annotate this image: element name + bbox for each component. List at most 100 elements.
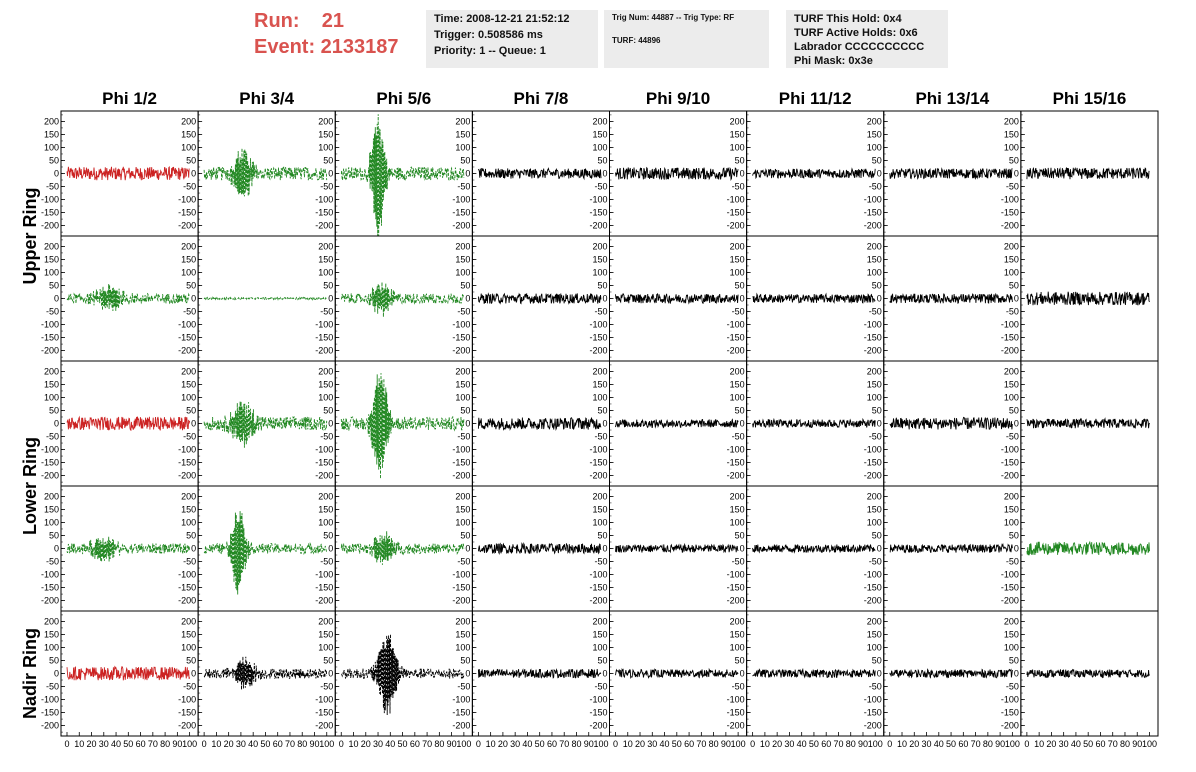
waveform-trace	[889, 416, 1013, 430]
column-title: Phi 1/2	[102, 89, 157, 108]
y-tick-label: -150	[452, 708, 470, 718]
y-tick-label: -200	[315, 721, 333, 731]
y-tick-label: 150	[730, 379, 745, 389]
y-tick-label: 100	[867, 267, 882, 277]
waveform-trace	[341, 634, 465, 716]
y-tick-label: 100	[44, 142, 59, 152]
y-tick-label: 100	[1004, 142, 1019, 152]
x-tick-label: 60	[136, 739, 146, 749]
y-tick-label: 200	[867, 491, 882, 501]
y-tick-label: 100	[867, 517, 882, 527]
waveform-trace	[477, 167, 602, 181]
y-tick-label: 100	[44, 267, 59, 277]
y-tick-label: 150	[455, 379, 470, 389]
x-tick-label: 0	[64, 739, 69, 749]
y-tick-label: -150	[315, 333, 333, 343]
y-tick-label: -50	[732, 557, 745, 567]
y-tick-label: -50	[1006, 307, 1019, 317]
y-tick-label: -200	[41, 721, 59, 731]
y-tick-label: 0	[465, 169, 470, 179]
y-tick-label: 100	[318, 642, 333, 652]
y-tick-label: -100	[41, 320, 59, 330]
x-tick-label: 50	[260, 739, 270, 749]
y-tick-label: 200	[318, 241, 333, 251]
x-tick-label: 50	[1083, 739, 1093, 749]
y-tick-label: 150	[44, 254, 59, 264]
y-tick-label: 200	[44, 366, 59, 376]
y-tick-label: 50	[323, 280, 333, 290]
waveform-trace	[615, 418, 739, 429]
y-tick-label: 200	[318, 491, 333, 501]
x-tick-label: 0	[1024, 739, 1029, 749]
y-tick-label: 150	[318, 504, 333, 514]
x-tick-label: 20	[498, 739, 508, 749]
y-tick-label: 200	[592, 241, 607, 251]
y-tick-label: 0	[602, 669, 607, 679]
y-tick-label: 200	[455, 616, 470, 626]
y-tick-label: -100	[864, 570, 882, 580]
y-tick-label: -150	[727, 458, 745, 468]
y-tick-label: 100	[730, 142, 745, 152]
y-tick-label: -100	[315, 695, 333, 705]
y-tick-label: -200	[452, 596, 470, 606]
y-tick-label: 100	[592, 392, 607, 402]
y-tick-label: -50	[732, 682, 745, 692]
y-tick-label: -100	[41, 445, 59, 455]
x-tick-label: 0	[202, 739, 207, 749]
y-tick-label: 150	[455, 504, 470, 514]
y-tick-label: 0	[1014, 669, 1019, 679]
y-tick-label: -200	[452, 346, 470, 356]
y-tick-label: -200	[727, 471, 745, 481]
y-tick-label: 200	[867, 241, 882, 251]
x-tick-label: 100	[182, 739, 197, 749]
y-tick-label: 100	[455, 392, 470, 402]
y-tick-label: 100	[592, 517, 607, 527]
y-tick-label: 50	[186, 655, 196, 665]
y-tick-label: -50	[320, 432, 333, 442]
y-tick-label: -50	[594, 307, 607, 317]
time-text: Time: 2008-12-21 21:52:12	[434, 13, 570, 25]
y-tick-label: 150	[592, 504, 607, 514]
y-tick-label: 200	[1004, 366, 1019, 376]
y-tick-label: -200	[864, 221, 882, 231]
y-tick-label: -100	[41, 195, 59, 205]
y-tick-label: -100	[1001, 695, 1019, 705]
y-tick-label: -200	[41, 471, 59, 481]
y-tick-label: -100	[864, 320, 882, 330]
y-tick-label: 50	[460, 280, 470, 290]
y-tick-label: 150	[181, 379, 196, 389]
y-tick-label: -100	[727, 445, 745, 455]
y-tick-label: -200	[41, 221, 59, 231]
y-tick-label: 100	[44, 642, 59, 652]
x-tick-label: 0	[750, 739, 755, 749]
y-tick-label: 50	[597, 405, 607, 415]
y-tick-label: 100	[730, 392, 745, 402]
y-tick-label: 150	[867, 379, 882, 389]
x-tick-label: 100	[593, 739, 608, 749]
y-tick-label: 0	[602, 419, 607, 429]
x-tick-label: 30	[510, 739, 520, 749]
y-tick-label: 150	[867, 504, 882, 514]
y-tick-label: -50	[732, 307, 745, 317]
y-tick-label: -50	[46, 557, 59, 567]
y-tick-label: 50	[597, 280, 607, 290]
y-tick-label: 100	[867, 142, 882, 152]
y-tick-label: -200	[1001, 346, 1019, 356]
y-tick-label: 0	[1014, 294, 1019, 304]
y-tick-label: 0	[465, 669, 470, 679]
y-tick-label: 200	[455, 491, 470, 501]
y-tick-label: 100	[318, 517, 333, 527]
y-tick-label: -50	[320, 307, 333, 317]
column-title: Phi 11/12	[779, 89, 852, 108]
x-tick-label: 20	[224, 739, 234, 749]
column-title: Phi 3/4	[239, 89, 294, 108]
y-tick-label: 150	[318, 379, 333, 389]
y-tick-label: 50	[49, 155, 59, 165]
column-title: Phi 15/16	[1053, 89, 1127, 108]
x-tick-label: 100	[868, 739, 883, 749]
y-tick-label: 50	[1009, 155, 1019, 165]
ring-label: Lower Ring	[20, 437, 40, 535]
y-tick-label: 150	[1004, 129, 1019, 139]
y-tick-label: 0	[328, 669, 333, 679]
x-tick-label: 60	[410, 739, 420, 749]
